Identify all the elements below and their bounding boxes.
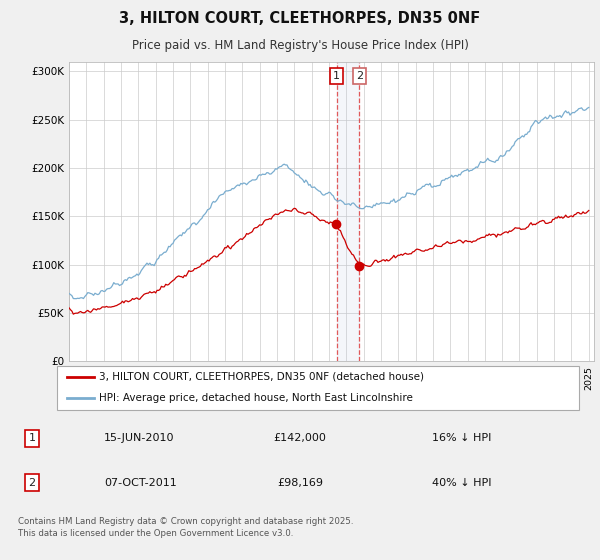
Text: 3, HILTON COURT, CLEETHORPES, DN35 0NF (detached house): 3, HILTON COURT, CLEETHORPES, DN35 0NF (… [99, 372, 424, 382]
Text: 40% ↓ HPI: 40% ↓ HPI [431, 478, 491, 488]
Text: Contains HM Land Registry data © Crown copyright and database right 2025.
This d: Contains HM Land Registry data © Crown c… [18, 517, 353, 538]
Text: 1: 1 [333, 71, 340, 81]
Text: £142,000: £142,000 [274, 433, 326, 444]
Bar [337, 62, 359, 361]
Text: 2: 2 [356, 71, 363, 81]
Text: Price paid vs. HM Land Registry's House Price Index (HPI): Price paid vs. HM Land Registry's House … [131, 39, 469, 52]
Text: 16% ↓ HPI: 16% ↓ HPI [431, 433, 491, 444]
FancyBboxPatch shape [56, 366, 580, 410]
Text: 2: 2 [29, 478, 36, 488]
Text: 3, HILTON COURT, CLEETHORPES, DN35 0NF: 3, HILTON COURT, CLEETHORPES, DN35 0NF [119, 11, 481, 26]
Text: 15-JUN-2010: 15-JUN-2010 [104, 433, 175, 444]
Text: 07-OCT-2011: 07-OCT-2011 [104, 478, 177, 488]
Text: HPI: Average price, detached house, North East Lincolnshire: HPI: Average price, detached house, Nort… [99, 393, 413, 403]
Text: 1: 1 [29, 433, 35, 444]
Text: £98,169: £98,169 [277, 478, 323, 488]
